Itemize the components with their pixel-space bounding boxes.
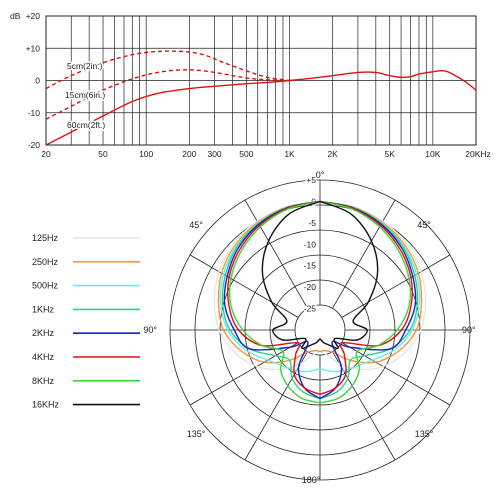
polar-curve-16khz-left xyxy=(261,200,321,350)
polar-series xyxy=(213,200,427,404)
y-tick-label: -10 xyxy=(28,108,41,118)
series-line-5cm-2in- xyxy=(45,50,290,90)
angle-label: 0° xyxy=(316,170,325,180)
polar-curve-1khz-right xyxy=(319,200,419,400)
legend-label: 1KHz xyxy=(32,304,55,314)
x-tick-label: 300 xyxy=(207,149,221,159)
y-tick-label: +20 xyxy=(26,11,41,21)
polar-angle-labels: 0° 45° 45° 90° 90° 135° 135° 180° xyxy=(143,170,476,485)
x-tick-label: 10K xyxy=(425,149,440,159)
polar-spoke xyxy=(332,199,396,309)
series-line-15cm-6in- xyxy=(45,69,290,120)
angle-label: 45° xyxy=(189,220,203,230)
polar-spoke xyxy=(332,351,396,461)
polar-curve-125hz-right xyxy=(319,200,427,371)
polar-curve-8khz-left xyxy=(228,200,321,404)
x-tick-label: 1K xyxy=(284,149,295,159)
x-tick-label: 100 xyxy=(139,149,153,159)
y-tick-label: +10 xyxy=(26,43,41,53)
x-tick-label: 20KHz xyxy=(465,149,491,159)
y-tick-label: 0 xyxy=(35,76,40,86)
radial-tick-label: +5 xyxy=(306,175,316,185)
radial-tick-label: -10 xyxy=(304,239,317,249)
series-label: 5cm(2in.) xyxy=(67,61,103,71)
x-tick-label: 200 xyxy=(182,149,196,159)
legend-label: 2KHz xyxy=(32,328,55,338)
polar-curve-16khz-right xyxy=(319,200,379,350)
polar-curve-8khz-right xyxy=(319,200,412,404)
x-tick-label: 2K xyxy=(327,149,338,159)
x-tick-label: 20 xyxy=(41,149,51,159)
angle-label: 90° xyxy=(143,325,157,335)
radial-tick-label: -20 xyxy=(304,282,317,292)
polar-pattern-chart: +5 0 -5 -10 -15 -20 -25 0° 45° 45° 90° 90° 135° 135°… xyxy=(143,170,476,485)
x-tick-label: 5K xyxy=(385,149,396,159)
polar-spoke xyxy=(341,254,451,318)
angle-label: 45° xyxy=(417,220,431,230)
series-label: 15cm(6in.) xyxy=(65,90,105,100)
polar-grid xyxy=(169,179,471,481)
angle-label: 135° xyxy=(187,429,206,439)
series-label: 60cm(2ft.) xyxy=(67,120,105,130)
polar-curve-250hz-left xyxy=(217,200,321,364)
legend: 125Hz 250Hz 500Hz 1KHz 2KHz 4KHz 8KHz 16KHz xyxy=(32,233,140,410)
frequency-grid xyxy=(45,15,477,146)
polar-curve-125hz-left xyxy=(213,200,321,371)
polar-spoke xyxy=(244,199,308,309)
legend-label: 500Hz xyxy=(32,281,59,291)
frequency-tick-labels: 20 50 100 200 300 500 1K 2K 5K 10K 20KHz +20 +10 0 -10… xyxy=(26,11,491,159)
series-line-60cm-2ft- xyxy=(45,69,477,146)
legend-label: 16KHz xyxy=(32,400,60,410)
series-labels: 5cm(2in.) 15cm(6in.) 60cm(2ft.) xyxy=(64,60,107,132)
angle-label: 90° xyxy=(462,325,476,335)
angle-label: 180° xyxy=(302,475,321,485)
legend-label: 8KHz xyxy=(32,376,55,386)
polar-curve-2khz-right xyxy=(319,200,417,400)
radial-tick-label: -25 xyxy=(304,304,317,314)
polar-curve-4khz-right xyxy=(319,200,413,395)
polar-curve-4khz-left xyxy=(227,200,321,395)
polar-curve-1khz-left xyxy=(221,200,321,400)
legend-label: 250Hz xyxy=(32,257,59,267)
legend-label: 4KHz xyxy=(32,352,55,362)
y-tick-label: -20 xyxy=(28,140,41,150)
polar-ring xyxy=(294,304,346,356)
radial-tick-label: 0 xyxy=(311,196,316,206)
angle-label: 135° xyxy=(415,429,434,439)
polar-spoke xyxy=(244,351,308,461)
x-tick-label: 50 xyxy=(98,149,108,159)
frequency-series xyxy=(45,50,477,146)
polar-spoke xyxy=(341,342,451,406)
polar-spoke xyxy=(189,254,299,318)
y-axis-label: dB xyxy=(10,11,21,21)
frequency-response-chart: 20 50 100 200 300 500 1K 2K 5K 10K 20KHz +20 +10 0 -10… xyxy=(10,11,491,159)
radial-tick-label: -15 xyxy=(304,261,317,271)
polar-radial-tick-labels: +5 0 -5 -10 -15 -20 -25 xyxy=(302,174,317,315)
polar-spoke xyxy=(189,342,299,406)
x-tick-label: 500 xyxy=(239,149,253,159)
polar-curve-250hz-right xyxy=(319,200,423,364)
legend-label: 125Hz xyxy=(32,233,59,243)
polar-curve-2khz-left xyxy=(223,200,321,400)
radial-tick-label: -5 xyxy=(308,218,316,228)
